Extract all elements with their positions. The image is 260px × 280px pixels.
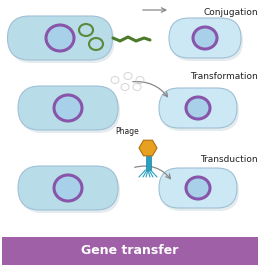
Ellipse shape — [54, 175, 82, 201]
FancyBboxPatch shape — [20, 169, 120, 213]
Ellipse shape — [186, 177, 210, 199]
Ellipse shape — [193, 27, 217, 49]
FancyBboxPatch shape — [171, 21, 243, 61]
Text: Conjugation: Conjugation — [203, 8, 258, 17]
Text: Transformation: Transformation — [190, 72, 258, 81]
FancyBboxPatch shape — [146, 156, 151, 170]
FancyBboxPatch shape — [10, 19, 114, 63]
Ellipse shape — [54, 95, 82, 121]
Text: Gene transfer: Gene transfer — [81, 244, 179, 258]
FancyBboxPatch shape — [20, 89, 120, 133]
FancyBboxPatch shape — [18, 166, 118, 210]
FancyBboxPatch shape — [18, 86, 118, 130]
FancyBboxPatch shape — [159, 88, 237, 128]
FancyBboxPatch shape — [8, 16, 113, 60]
Text: Transduction: Transduction — [200, 155, 258, 164]
FancyBboxPatch shape — [2, 237, 258, 265]
FancyBboxPatch shape — [161, 91, 239, 131]
Ellipse shape — [186, 97, 210, 119]
FancyBboxPatch shape — [169, 18, 241, 58]
Ellipse shape — [46, 25, 74, 51]
Text: Phage: Phage — [115, 127, 139, 136]
FancyBboxPatch shape — [159, 168, 237, 208]
FancyBboxPatch shape — [161, 171, 239, 211]
